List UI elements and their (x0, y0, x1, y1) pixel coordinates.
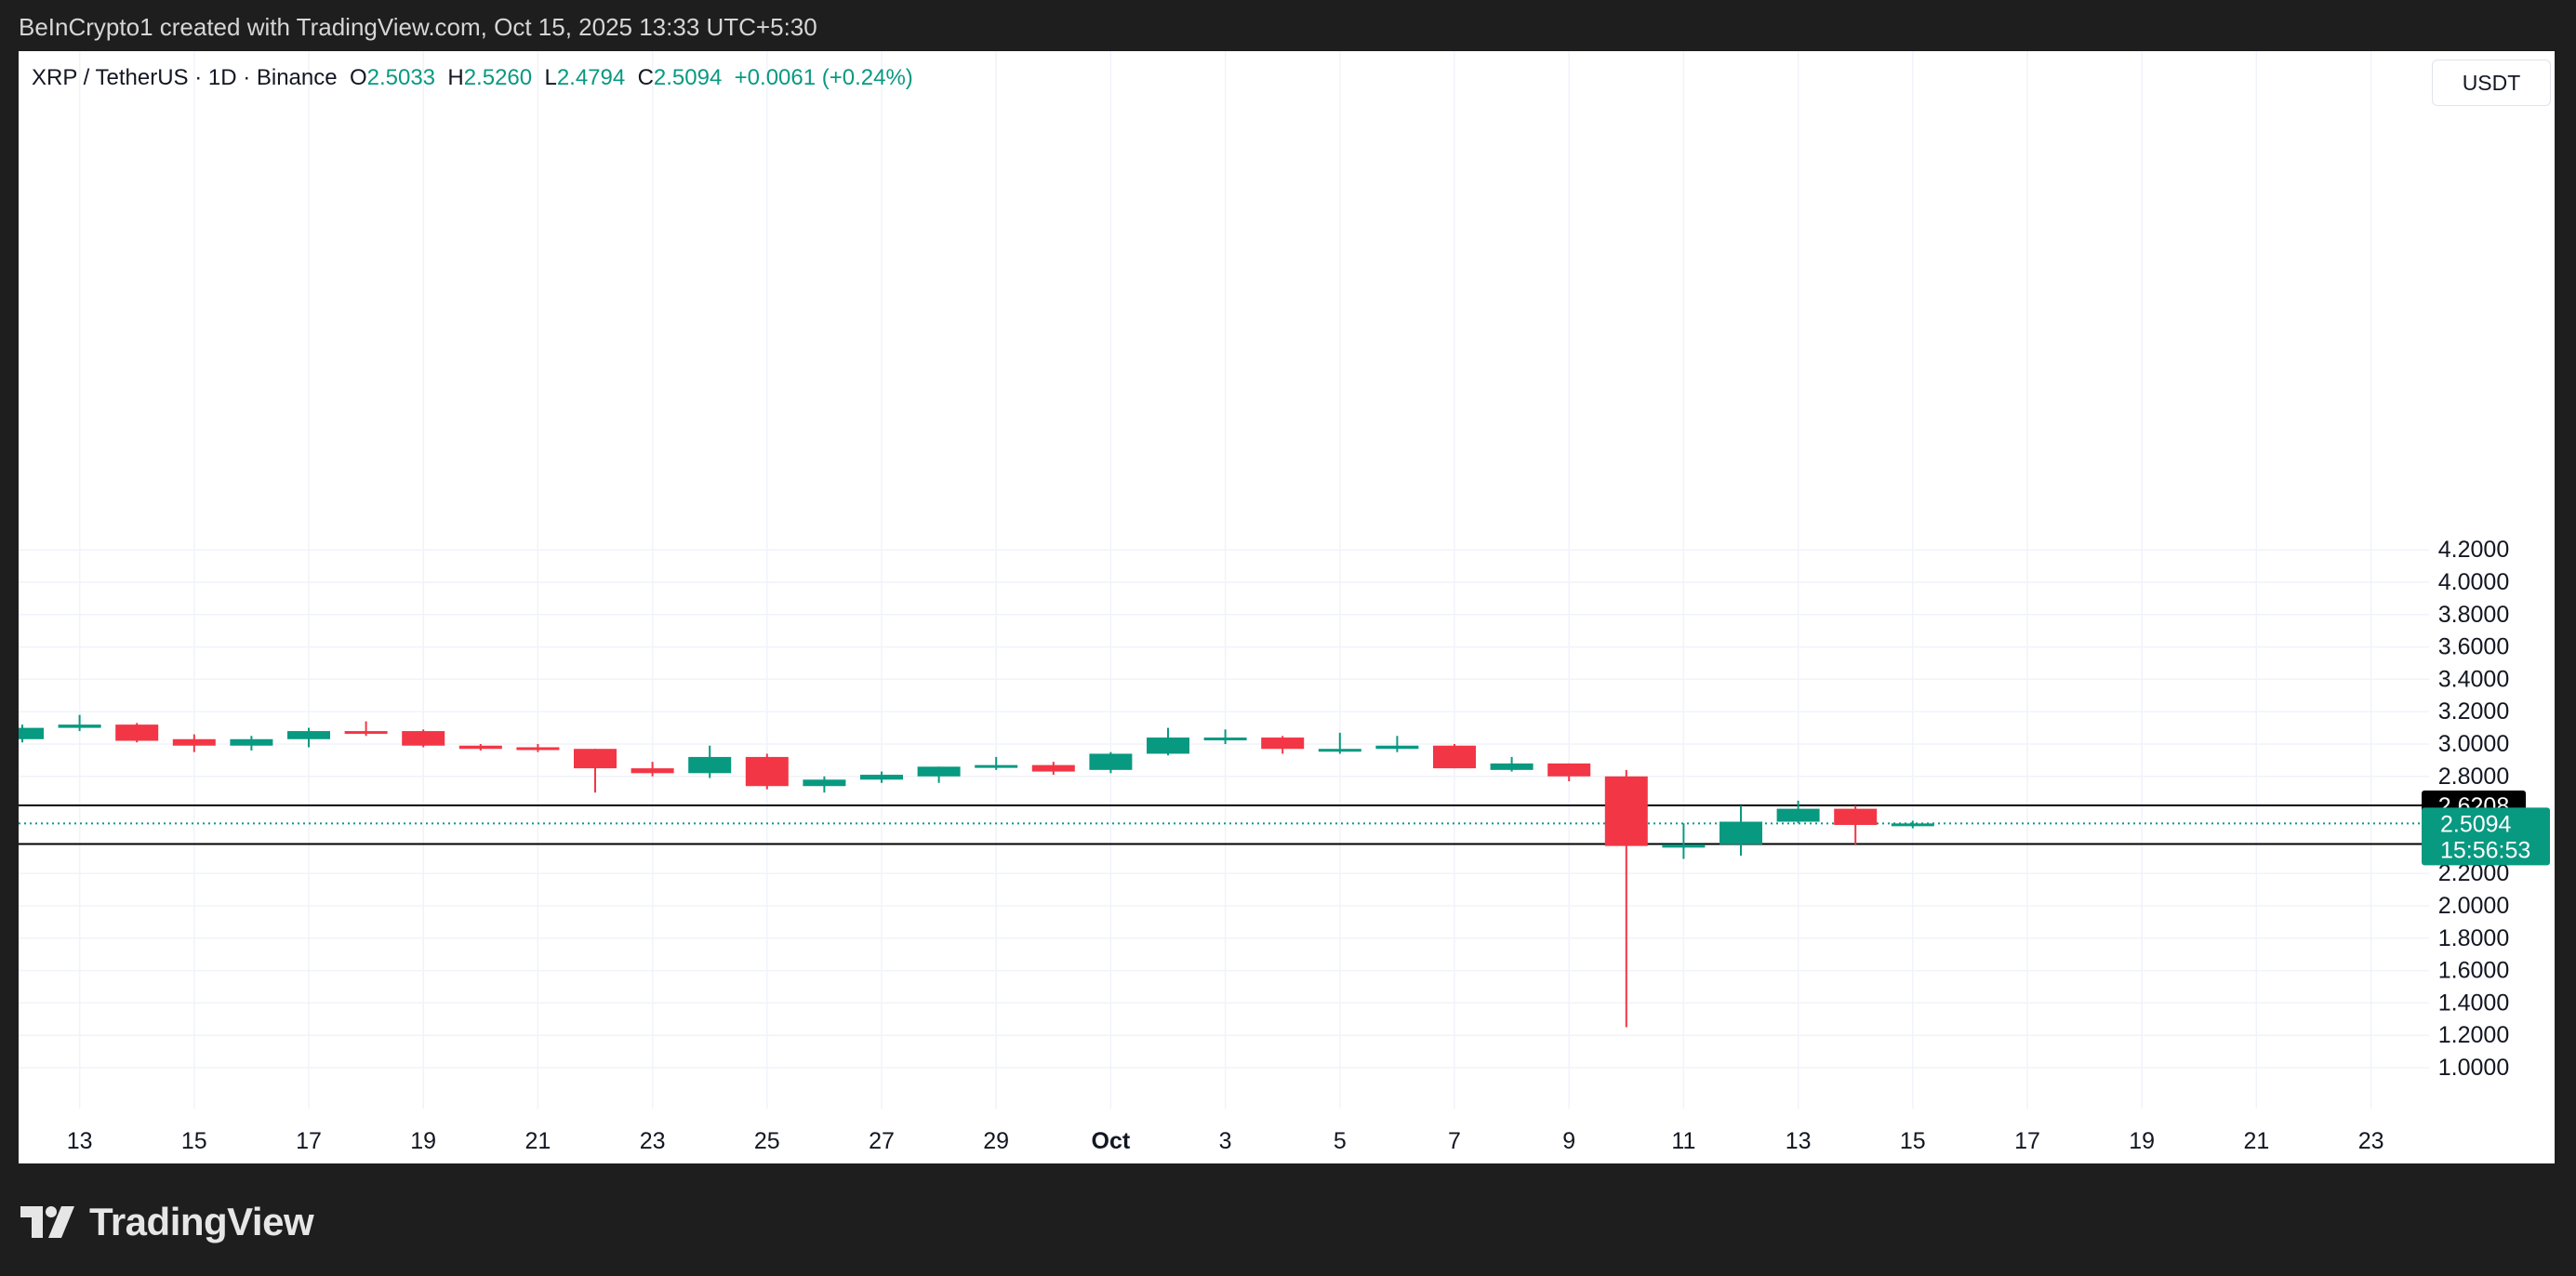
y-tick-label: 4.2000 (2438, 537, 2509, 563)
candle-body (803, 779, 846, 787)
x-tick-label: 21 (2243, 1128, 2269, 1154)
close-value: 2.5094 (653, 65, 723, 90)
candle-body (1490, 763, 1534, 770)
x-tick-label: 13 (67, 1128, 93, 1154)
x-tick-label: 5 (1334, 1128, 1347, 1154)
candle-body (574, 749, 617, 769)
last-price-label: 2.5094 (2440, 811, 2512, 837)
price-chart[interactable]: 4.2000 4.0000 3.8000 3.6000 3.4000 3.2000 3.00… (19, 51, 2555, 1163)
candle-body (1203, 738, 1247, 741)
low-value: 2.4794 (556, 65, 626, 90)
x-tick-label: 19 (410, 1128, 436, 1154)
candle-body (1089, 753, 1133, 770)
y-tick-label: 3.2000 (2438, 698, 2509, 724)
candle-body (1261, 738, 1305, 750)
y-tick-label: 1.4000 (2438, 990, 2509, 1016)
open-value: 2.5033 (366, 65, 436, 90)
candle-body (1720, 821, 1762, 844)
candle-body (860, 775, 903, 780)
x-tick-label: 21 (524, 1128, 551, 1154)
candle-body (1834, 808, 1878, 825)
tradingview-logo[interactable]: TradingView (20, 1200, 314, 1244)
candle-body (688, 756, 732, 774)
high-value: 2.5260 (463, 65, 533, 90)
chart-panel[interactable]: 4.2000 4.0000 3.8000 3.6000 3.4000 3.2000 3.00… (19, 51, 2555, 1163)
candle-body (402, 731, 445, 746)
x-tick-label: 3 (1219, 1128, 1232, 1154)
candle-body (1662, 844, 1706, 848)
x-tick-label: 13 (1786, 1128, 1812, 1154)
candle-body (58, 724, 101, 728)
candle-body (917, 766, 961, 777)
candle-body (1147, 738, 1189, 754)
x-tick-label: 19 (2129, 1128, 2155, 1154)
x-tick-label: 23 (2358, 1128, 2384, 1154)
candle-body (172, 738, 216, 746)
candle-body (115, 724, 159, 741)
high-label: H (447, 65, 464, 90)
y-tick-label: 2.0000 (2438, 893, 2509, 919)
currency-button[interactable]: USDT (2432, 60, 2551, 106)
close-label: C (637, 65, 654, 90)
candle-body (344, 731, 388, 735)
candle-body (19, 727, 44, 739)
y-tick-label: 2.8000 (2438, 764, 2509, 790)
candle-body (1891, 823, 1934, 827)
candle-body (1375, 745, 1419, 750)
x-tick-label: 15 (181, 1128, 207, 1154)
x-tick-label: 23 (640, 1128, 666, 1154)
x-tick-label: 7 (1448, 1128, 1461, 1154)
x-tick-label: 17 (2014, 1128, 2040, 1154)
candle-body (1318, 749, 1361, 752)
x-tick-label: 25 (754, 1128, 780, 1154)
y-tick-label: 3.6000 (2438, 634, 2509, 660)
candle-body (975, 764, 1018, 768)
tradingview-logo-icon (20, 1206, 74, 1238)
x-tick-label: Oct (1092, 1128, 1131, 1154)
last-price-badge (2422, 807, 2550, 866)
chart-credit: BeInCrypto1 created with TradingView.com… (19, 13, 817, 41)
candle-body (230, 738, 273, 746)
ohlc-legend: XRP / TetherUS · 1D · Binance O2.5033 H2… (32, 65, 913, 91)
x-tick-label: 17 (296, 1128, 322, 1154)
candle-body (1031, 764, 1075, 772)
x-tick-label: 9 (1562, 1128, 1575, 1154)
x-tick-label: 11 (1671, 1128, 1695, 1154)
candle-body (287, 731, 330, 739)
y-tick-label: 1.6000 (2438, 958, 2509, 984)
candle-body (745, 756, 789, 787)
x-tick-label: 15 (1900, 1128, 1926, 1154)
y-tick-label: 1.0000 (2438, 1055, 2509, 1081)
candle-body (516, 747, 560, 751)
y-tick-label: 4.0000 (2438, 569, 2509, 595)
candle-body (631, 768, 674, 774)
change-value: +0.0061 (+0.24%) (734, 65, 913, 90)
candle-body (1776, 808, 1820, 822)
low-label: L (544, 65, 557, 90)
x-tick-label: 29 (983, 1128, 1009, 1154)
candle-body (458, 745, 502, 750)
y-tick-label: 3.8000 (2438, 602, 2509, 628)
candle-body (1604, 776, 1648, 846)
y-tick-label: 1.2000 (2438, 1022, 2509, 1048)
countdown-label: 15:56:53 (2440, 837, 2530, 863)
y-tick-label: 3.0000 (2438, 731, 2509, 757)
candle-body (1433, 745, 1476, 769)
y-tick-label: 3.4000 (2438, 666, 2509, 692)
symbol-label[interactable]: XRP / TetherUS · 1D · Binance (32, 65, 338, 90)
top-bar: BeInCrypto1 created with TradingView.com… (0, 0, 2576, 51)
x-tick-label: 27 (869, 1128, 895, 1154)
open-label: O (349, 65, 367, 90)
y-tick-label: 1.8000 (2438, 925, 2509, 951)
candle-body (1547, 763, 1591, 777)
footer-brand: TradingView (89, 1200, 314, 1243)
